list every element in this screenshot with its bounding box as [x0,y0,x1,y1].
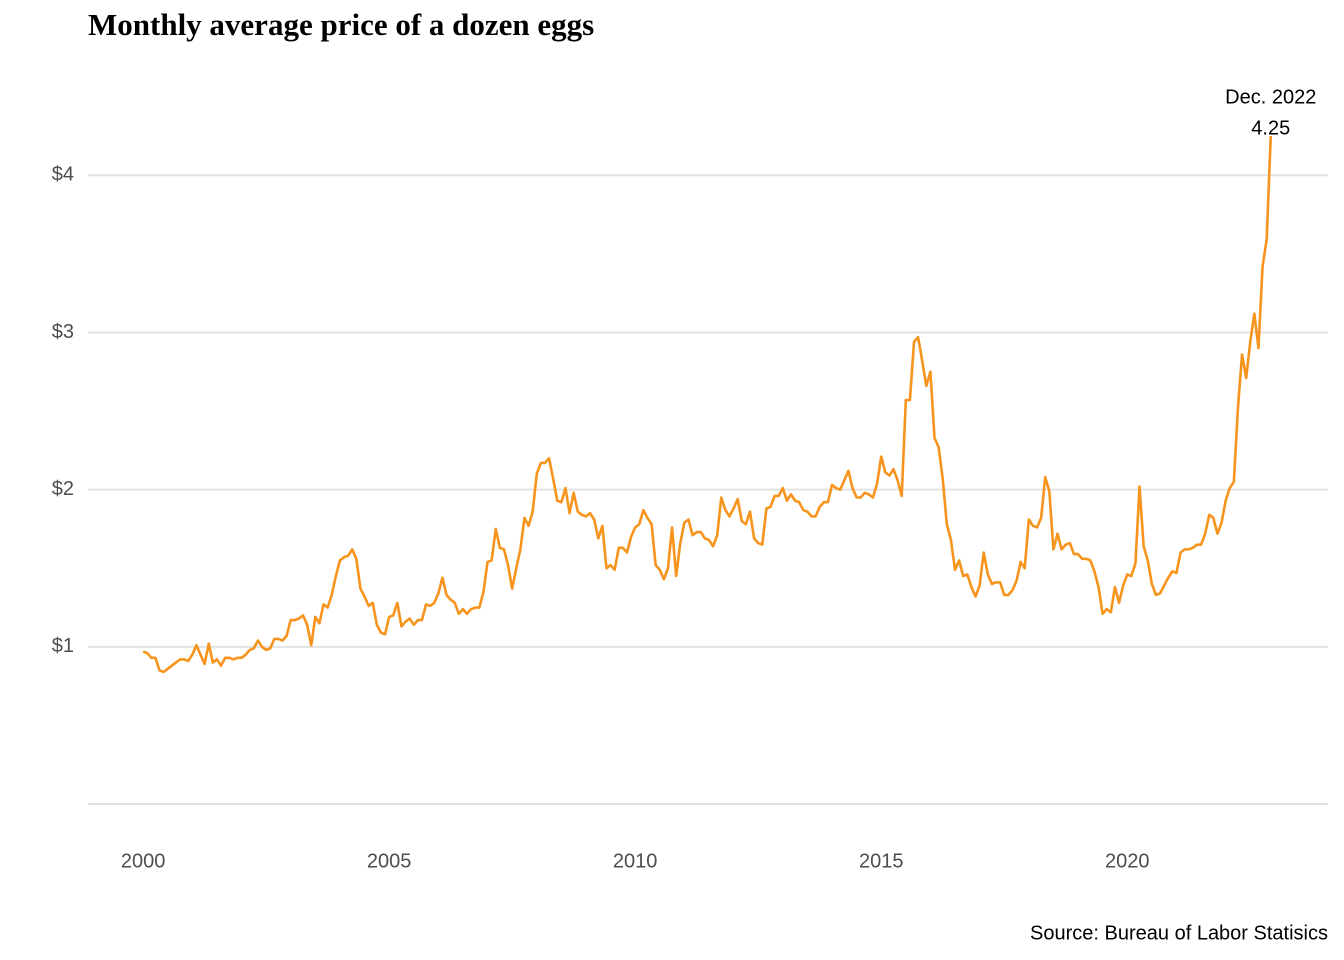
x-tick-label: 2010 [613,850,658,872]
caption: Source: Bureau of Labor Statisics [1030,922,1328,944]
x-tick-label: 2015 [859,850,904,872]
y-tick-label: $2 [52,478,74,500]
y-tick-label: $3 [52,321,74,343]
annotation-date: Dec. 2022 [1225,86,1316,108]
price-line [142,135,1273,674]
x-tick-label: 2020 [1105,850,1150,872]
y-tick-label: $1 [52,635,74,657]
x-tick-label: 2000 [121,850,166,872]
x-tick-label: 2005 [367,850,412,872]
chart-title: Monthly average price of a dozen eggs [88,7,594,42]
y-tick-label: $4 [52,164,74,186]
annotation-value: 4.25 [1251,117,1290,139]
